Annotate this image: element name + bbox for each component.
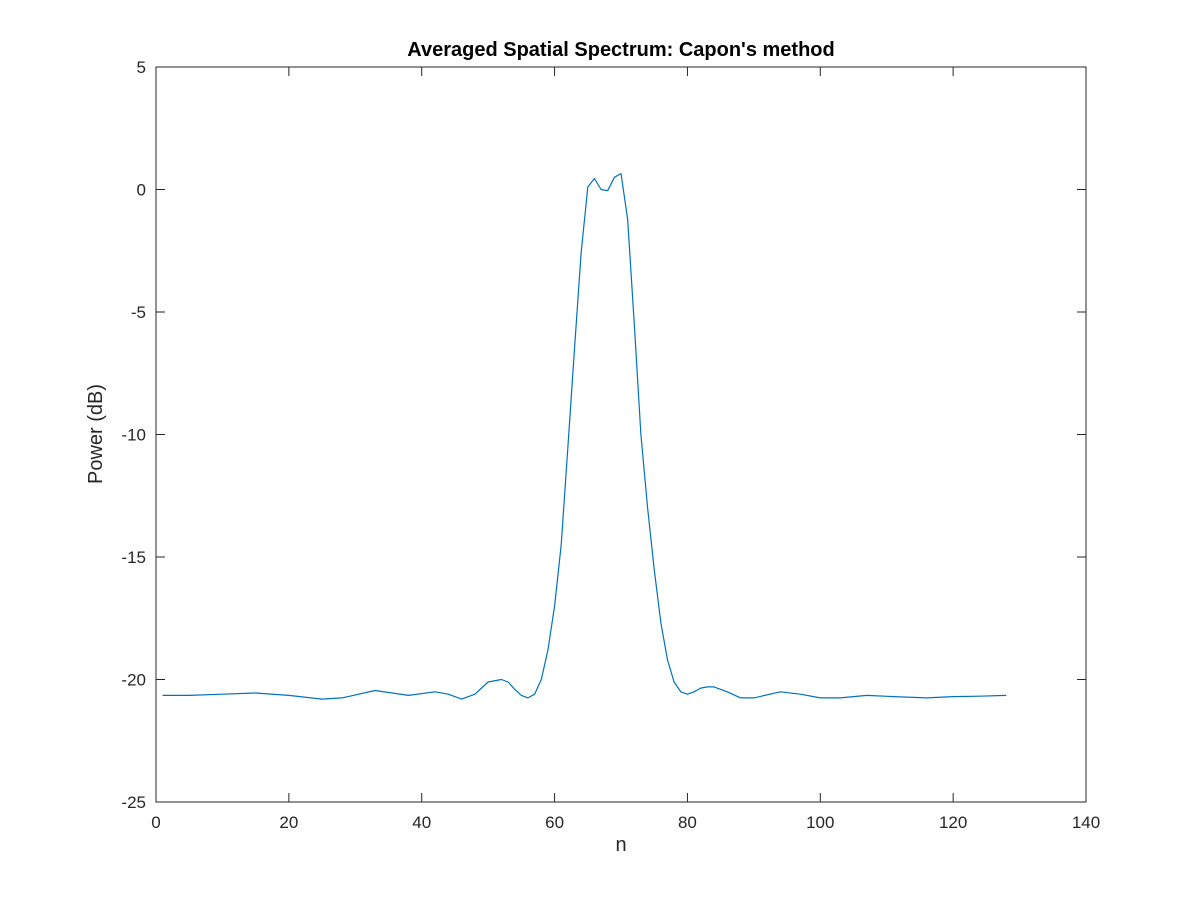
y-tick-label: 5: [137, 58, 146, 77]
x-tick-label: 40: [412, 813, 431, 832]
y-tick-label: -10: [121, 426, 146, 445]
x-axis-label: n: [615, 834, 626, 856]
x-tick-label: 0: [151, 813, 160, 832]
x-tick-label: 140: [1072, 813, 1100, 832]
series-group: [162, 173, 1007, 700]
x-tick-label: 60: [545, 813, 564, 832]
y-tick-label: -20: [121, 671, 146, 690]
y-tick-label: -25: [121, 793, 146, 812]
chart-title: Averaged Spatial Spectrum: Capon's metho…: [407, 39, 834, 61]
x-tick-label: 100: [806, 813, 834, 832]
plot-area: [155, 66, 1087, 803]
y-tick-label: 0: [137, 181, 146, 200]
x-tick-label: 80: [678, 813, 697, 832]
y-tick-label: -5: [131, 303, 146, 322]
axis-ticks: 0 20 40 60 80 100 120 140 5 0 -5 -10 -15 -20 -25: [121, 58, 1100, 832]
x-tick-label: 20: [279, 813, 298, 832]
x-tick-label: 120: [939, 813, 967, 832]
y-tick-label: -15: [121, 548, 146, 567]
series-line-1: [162, 173, 1007, 700]
y-axis-label: Power (dB): [85, 384, 107, 484]
